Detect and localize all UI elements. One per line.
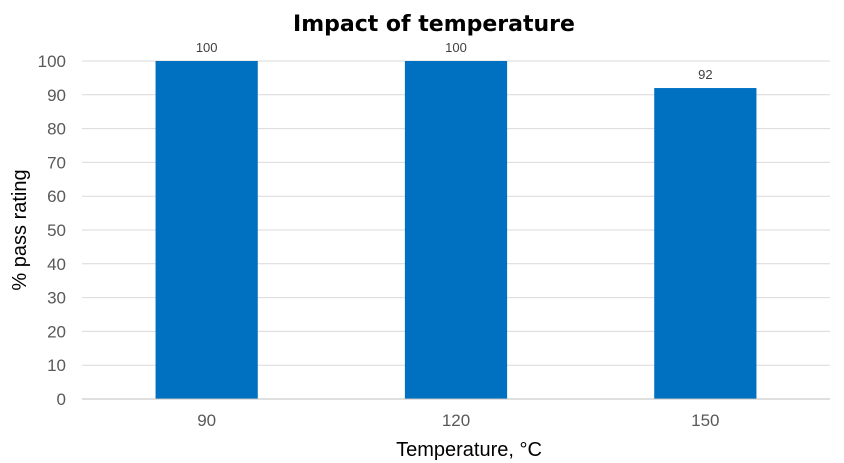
data-label: 100 bbox=[196, 40, 218, 55]
x-axis-title: Temperature, °C bbox=[396, 439, 542, 461]
y-tick-label: 40 bbox=[47, 255, 66, 274]
chart-title: Impact of temperature bbox=[293, 12, 575, 37]
y-tick-label: 60 bbox=[47, 187, 66, 206]
x-tick-label: 120 bbox=[442, 411, 470, 430]
y-tick-label: 20 bbox=[47, 322, 66, 341]
y-tick-label: 90 bbox=[47, 86, 66, 105]
y-tick-label: 100 bbox=[38, 52, 66, 71]
bar bbox=[654, 88, 757, 399]
x-axis-ticks: 90 120 150 bbox=[197, 411, 719, 430]
y-tick-label: 50 bbox=[47, 221, 66, 240]
x-tick-label: 90 bbox=[197, 411, 216, 430]
y-tick-label: 10 bbox=[47, 356, 66, 375]
y-tick-label: 80 bbox=[47, 120, 66, 139]
y-axis-title: % pass rating bbox=[9, 169, 31, 290]
data-label: 92 bbox=[698, 67, 712, 82]
bars bbox=[155, 61, 757, 399]
y-tick-label: 0 bbox=[57, 390, 66, 409]
y-tick-label: 70 bbox=[47, 153, 66, 172]
x-tick-label: 150 bbox=[691, 411, 719, 430]
bar bbox=[404, 61, 508, 399]
y-axis-ticks: 0 10 20 30 40 50 60 70 80 90 100 bbox=[38, 52, 66, 409]
bar bbox=[155, 61, 258, 399]
y-tick-label: 30 bbox=[47, 289, 66, 308]
data-labels: 100 100 92 bbox=[196, 40, 713, 82]
data-label: 100 bbox=[445, 40, 467, 55]
